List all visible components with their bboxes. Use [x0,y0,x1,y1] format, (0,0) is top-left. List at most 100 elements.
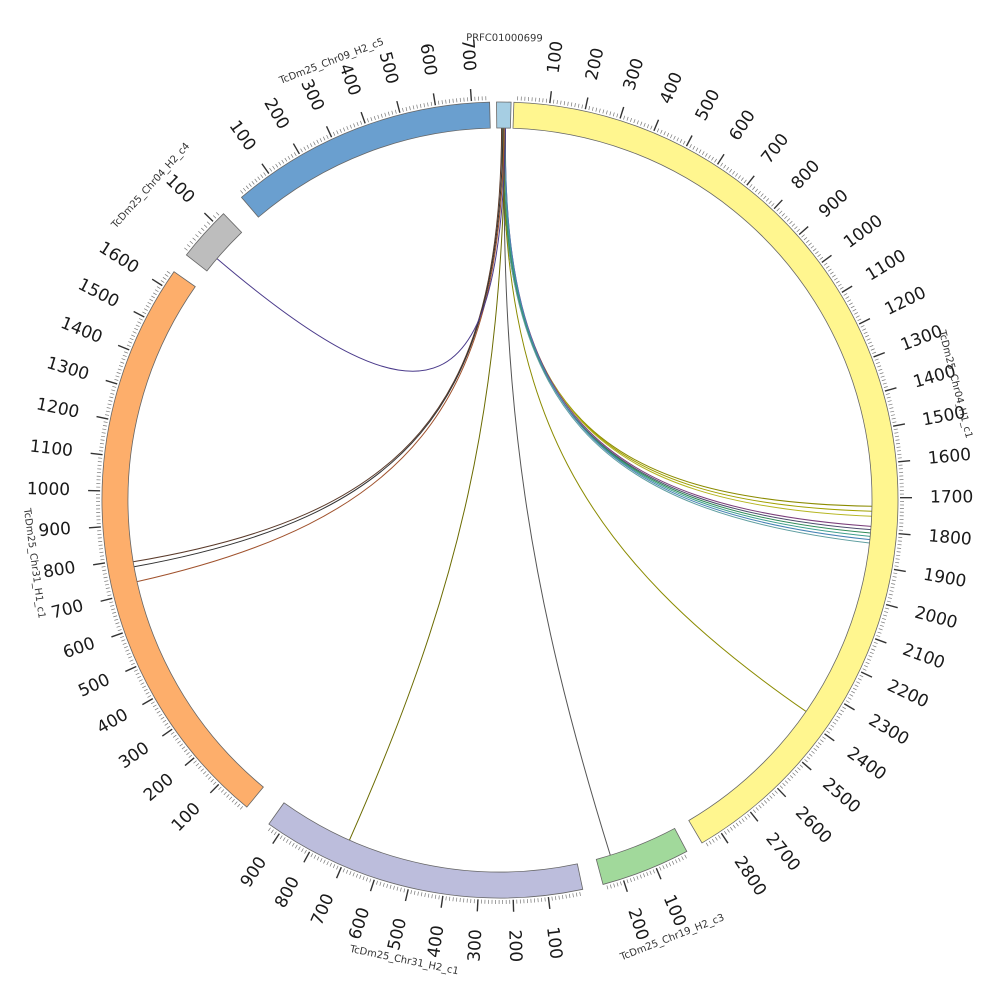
minor-tick [423,103,425,108]
minor-tick [675,859,678,864]
minor-tick [779,210,783,214]
minor-tick [410,890,412,895]
minor-tick [649,870,652,875]
minor-tick [612,112,615,117]
tick-label: 100 [168,799,205,836]
minor-tick [365,877,368,882]
minor-tick [819,256,824,260]
minor-tick [177,740,181,744]
minor-tick [342,868,345,873]
major-tick [773,199,783,210]
minor-tick [128,656,133,659]
minor-tick [826,730,831,734]
minor-tick [104,580,109,582]
major-tick [88,526,101,529]
minor-tick [120,636,125,639]
minor-tick [871,648,876,651]
tick-label: 800 [787,156,824,193]
minor-tick [186,244,191,248]
minor-tick [105,587,110,589]
minor-tick [626,879,629,884]
minor-tick [293,152,297,156]
minor-tick [166,270,171,274]
minor-tick [115,622,120,625]
minor-tick [888,403,893,406]
major-tick [272,833,280,845]
tick-label: 1100 [29,436,74,461]
minor-tick [164,274,169,277]
minor-tick [879,372,884,375]
minor-tick [890,414,895,416]
minor-tick [102,569,107,572]
major-tick [325,126,333,138]
major-tick [843,703,855,711]
minor-tick [273,831,277,836]
minor-tick [595,107,598,112]
minor-tick [200,768,204,772]
minor-tick [106,407,111,409]
minor-tick [726,166,730,171]
minor-tick [145,305,150,308]
minor-tick [565,894,567,899]
minor-tick [678,857,681,862]
minor-tick [786,218,791,222]
minor-tick [834,718,839,722]
minor-tick [134,327,139,331]
minor-tick [147,695,152,698]
minor-tick [332,131,336,136]
minor-tick [629,878,632,883]
minor-tick [575,892,578,897]
minor-tick [257,176,261,181]
minor-tick [891,417,896,420]
minor-tick [369,878,372,883]
tick-label: 200 [504,929,525,962]
minor-tick [103,576,108,579]
minor-tick [849,694,854,697]
tick-label: 2300 [865,710,912,749]
minor-tick [189,240,194,244]
major-tick [184,757,195,767]
minor-tick [679,139,683,143]
major-tick [292,143,301,155]
minor-tick [373,115,376,120]
minor-tick [769,795,773,799]
major-tick [746,175,755,186]
contig-arc [268,802,584,899]
minor-tick [172,734,177,738]
tick-label: 300 [620,56,649,93]
minor-tick [894,565,899,567]
minor-tick [116,372,121,374]
minor-tick [137,321,142,324]
minor-tick [591,106,594,111]
minor-tick [822,736,826,740]
minor-tick [639,874,642,879]
minor-tick [757,191,761,195]
major-tick [469,89,473,102]
minor-tick [878,368,883,371]
minor-tick [803,237,808,241]
tick-label: 300 [296,76,328,114]
minor-tick [207,776,212,780]
minor-tick [870,348,875,351]
minor-tick [336,130,339,135]
minor-tick [405,107,408,112]
minor-tick [275,163,279,168]
tick-label: 900 [815,186,853,222]
minor-tick [567,101,569,106]
tick-label: 300 [115,738,153,773]
minor-tick [152,292,157,296]
tick-label: 1700 [930,487,973,507]
tick-label: 2600 [791,803,835,848]
minor-tick [170,731,175,735]
minor-tick [123,646,128,649]
minor-tick [448,99,451,104]
minor-tick [865,661,870,665]
minor-tick [412,105,415,110]
minor-tick [556,100,558,105]
minor-tick [203,224,208,228]
minor-tick [781,213,785,217]
minor-tick [269,167,273,172]
minor-tick [192,237,196,241]
tick-label: 2500 [818,774,864,817]
